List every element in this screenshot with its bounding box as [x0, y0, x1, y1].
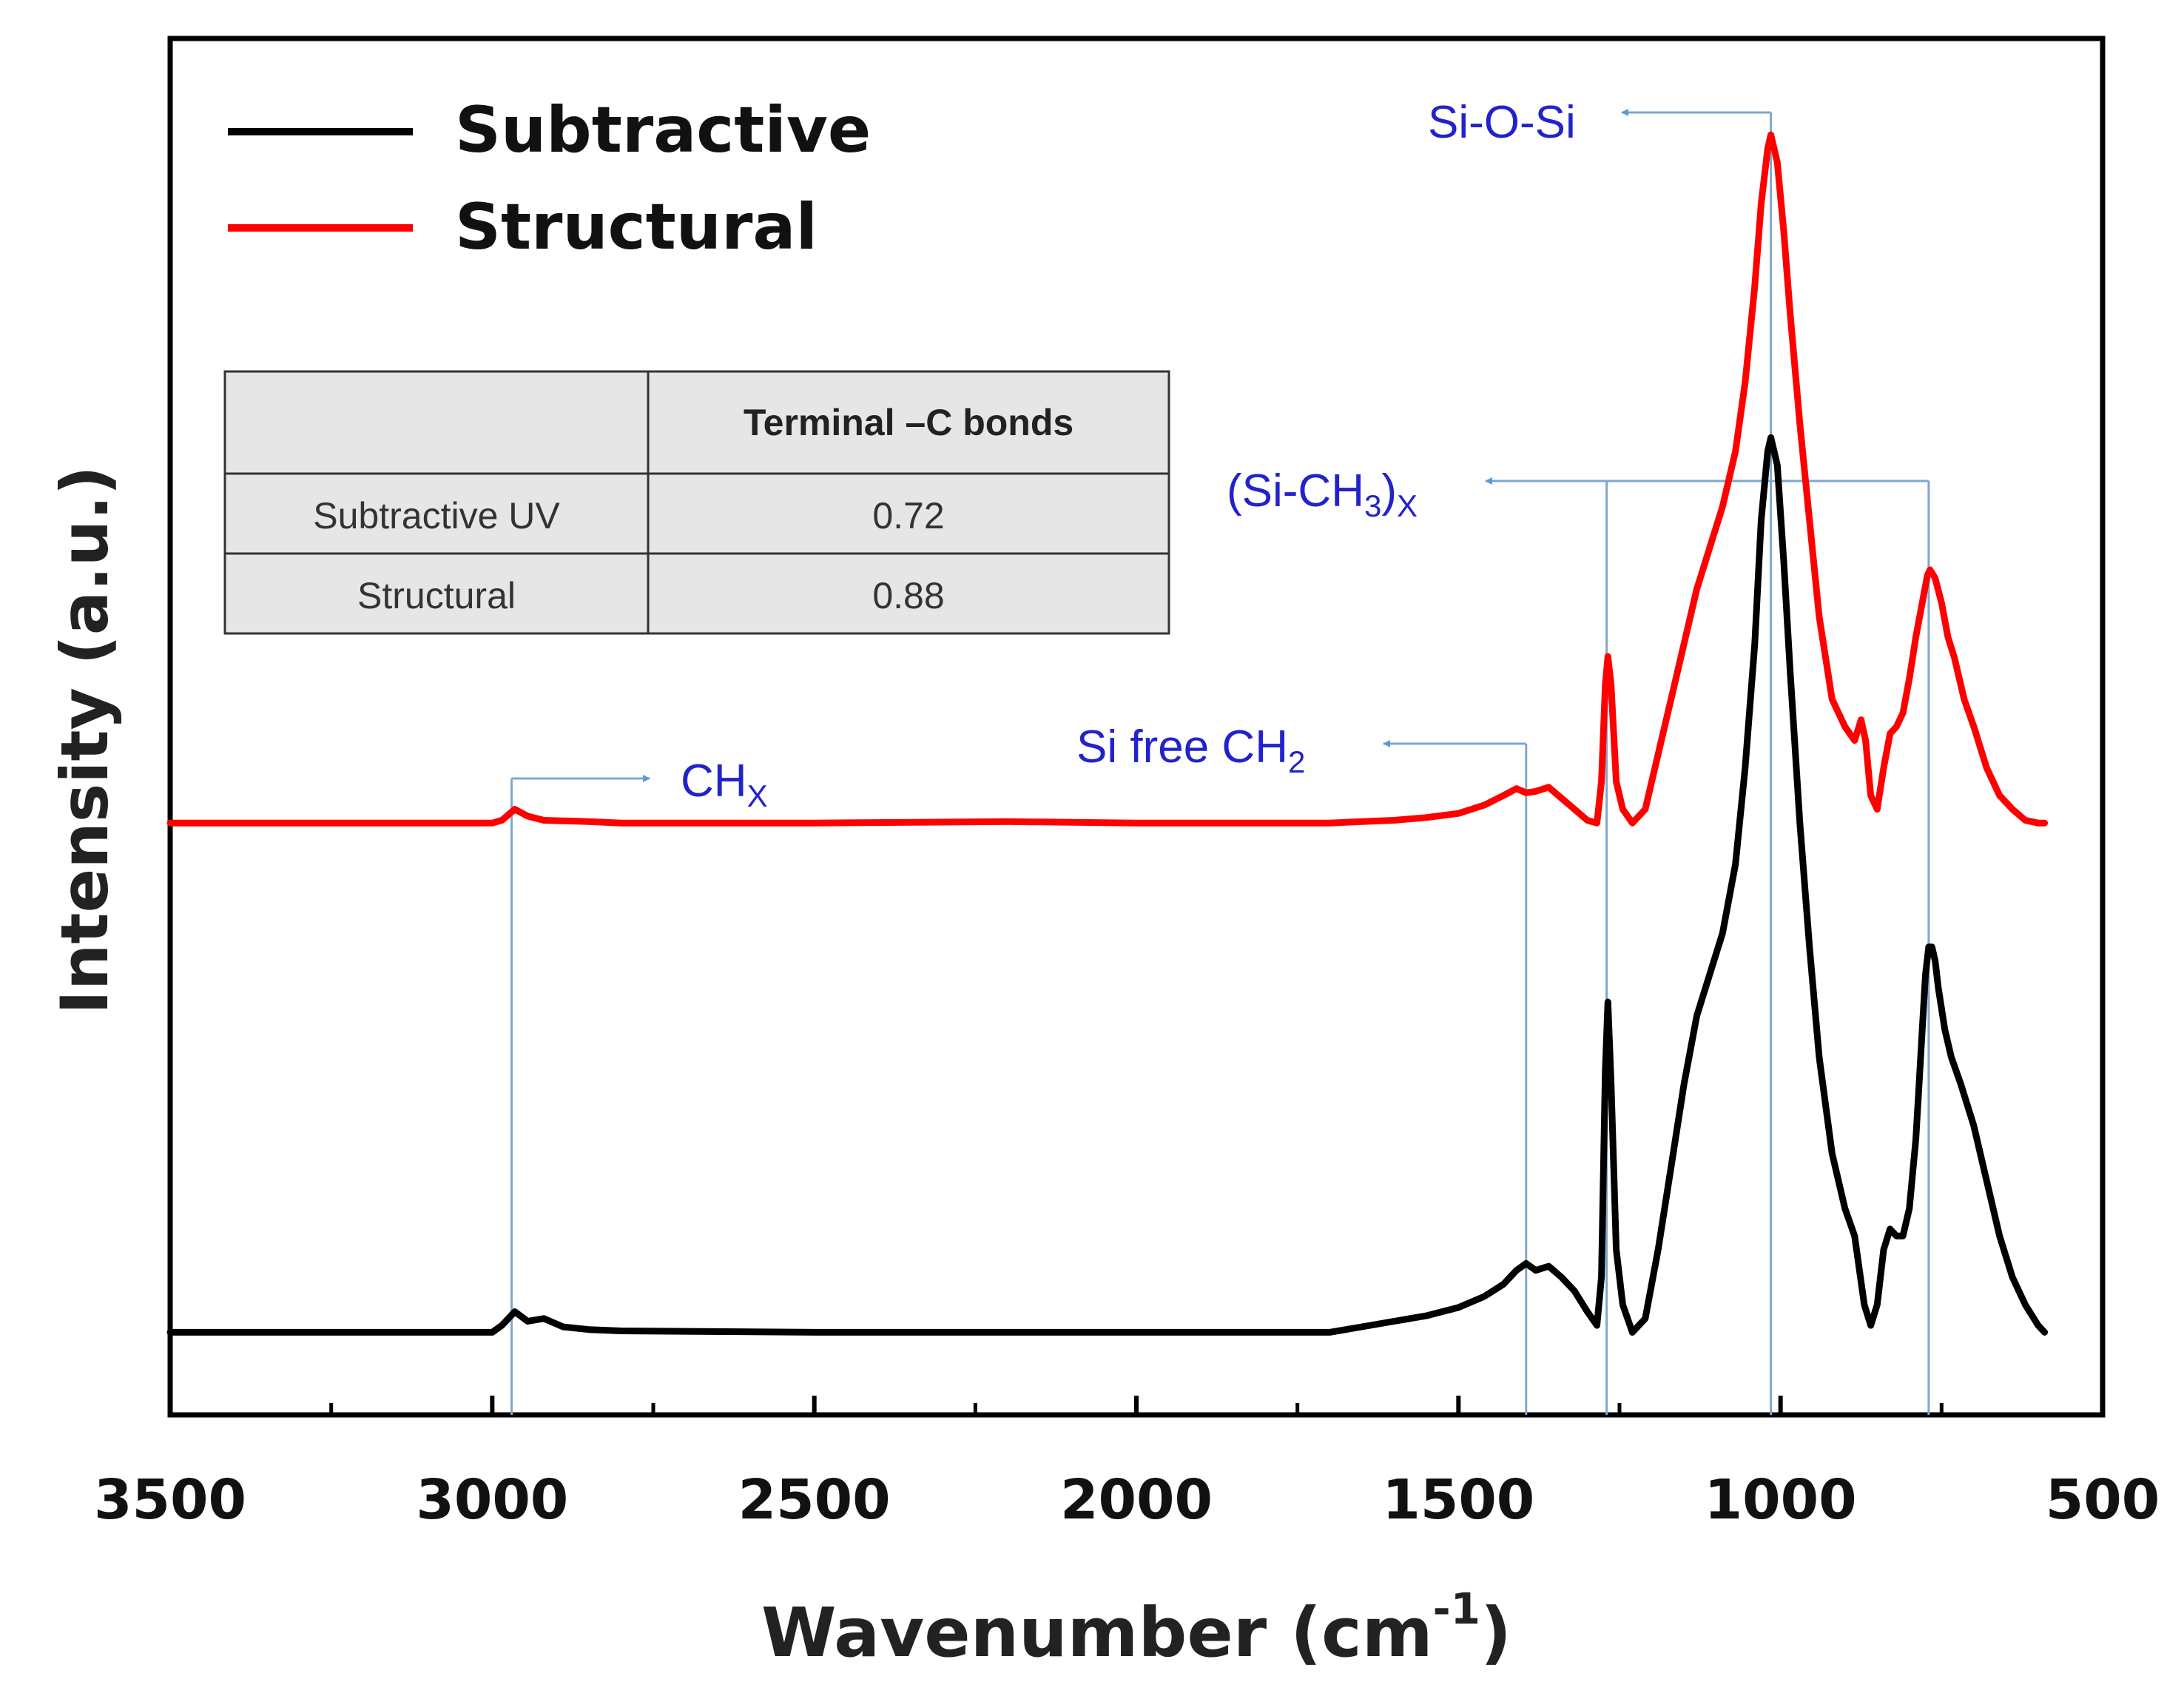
annotation-si-o-si: Si-O-Si — [1428, 97, 1576, 148]
inset-table-row2-value: 0.88 — [872, 575, 944, 616]
x-axis-ticks: 3500 3000 2500 2000 1500 1000 500 — [94, 1396, 2160, 1532]
inset-table-row1-value: 0.72 — [872, 495, 944, 536]
x-tick-label-1500: 1500 — [1382, 1468, 1534, 1532]
series-line-structural — [166, 131, 2049, 827]
inset-table-row2-label: Structural — [357, 575, 516, 616]
legend-label-subtractive: Subtractive — [455, 93, 871, 167]
legend-label-structural: Structural — [455, 190, 818, 264]
series-line-subtractive — [166, 434, 2049, 1336]
inset-table-bg — [223, 370, 1170, 635]
x-tick-label-2000: 2000 — [1060, 1468, 1213, 1532]
x-axis-label: Wavenumber (cm-1) — [761, 1584, 1511, 1672]
annotation-chx: CHX — [681, 756, 768, 813]
inset-table: Terminal –C bonds Subtractive UV 0.72 St… — [223, 370, 1170, 635]
legend: Subtractive Structural — [228, 93, 871, 264]
x-tick-label-2500: 2500 — [738, 1468, 891, 1532]
annotation-si-free-ch2: Si free CH2 — [1076, 722, 1305, 779]
annotation-si-ch3: (Si-CH3)X — [1227, 465, 1418, 523]
annotations: Si-O-Si (Si-CH3)X Si free CH2 CHX — [681, 97, 1576, 813]
x-tick-label-1000: 1000 — [1705, 1468, 1857, 1532]
x-tick-label-3500: 3500 — [94, 1468, 246, 1532]
y-axis-label: Intensity (a.u.) — [47, 465, 123, 1015]
x-tick-label-500: 500 — [2046, 1468, 2160, 1532]
x-axis-label-superscript: -1 — [1433, 1584, 1480, 1634]
x-tick-label-3000: 3000 — [416, 1468, 568, 1532]
inset-table-header-terminal-c: Terminal –C bonds — [744, 402, 1074, 443]
inset-table-row1-label: Subtractive UV — [313, 495, 560, 536]
